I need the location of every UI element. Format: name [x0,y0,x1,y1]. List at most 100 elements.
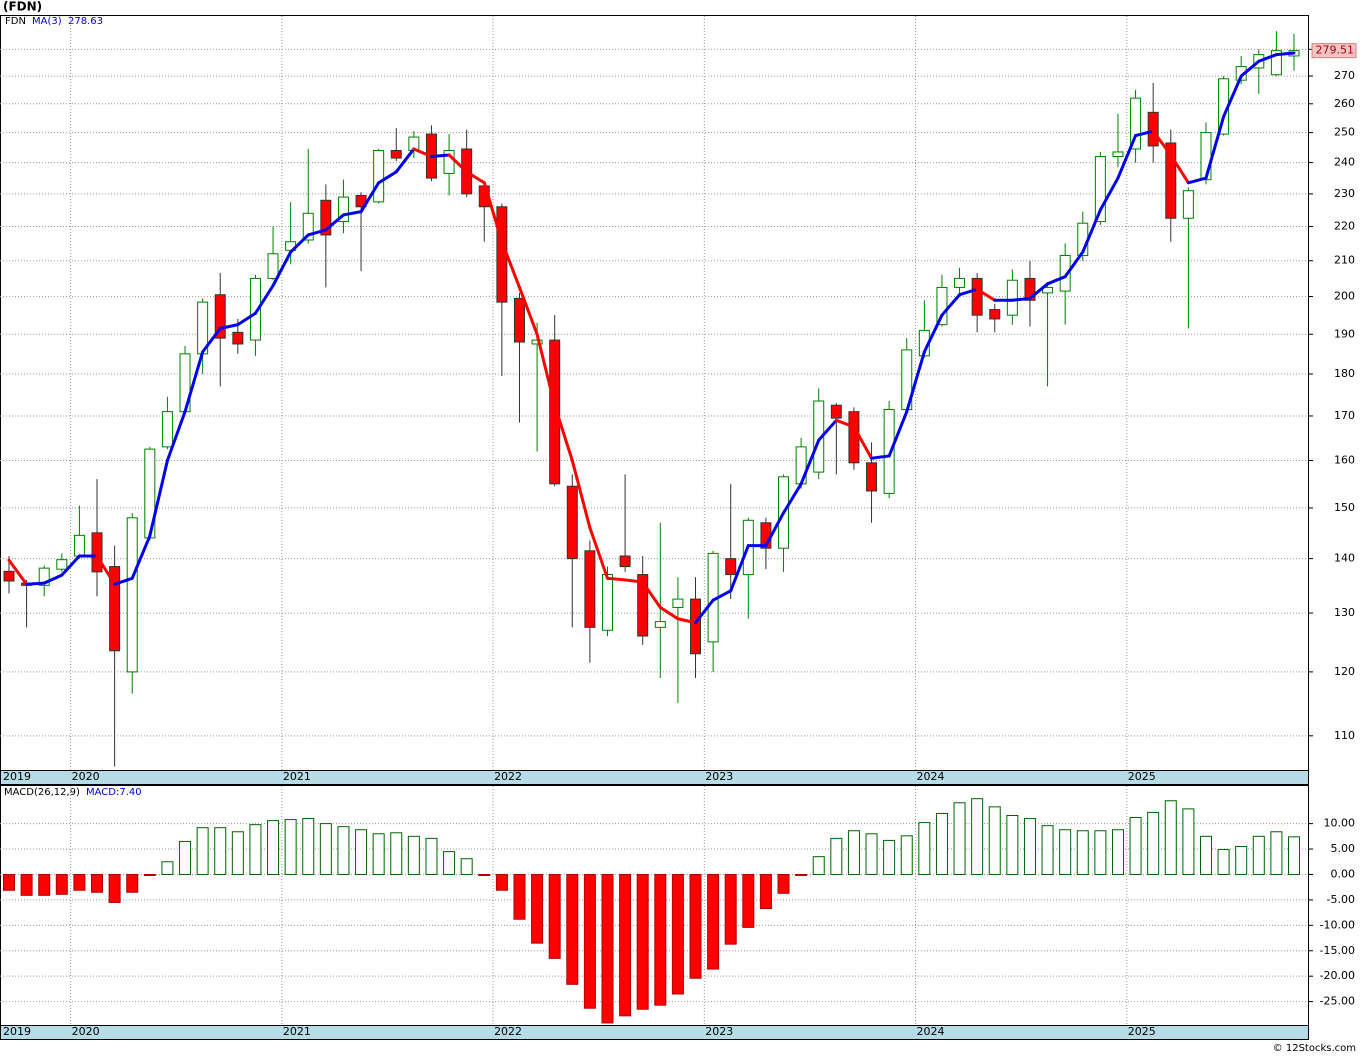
ma-line [711,589,733,602]
ma-line [377,170,398,185]
macd-bar [196,827,209,875]
y-tick-label: -10.00 [1320,918,1355,931]
x-tick-label: 2024 [917,1025,945,1038]
x-tick-label: 2022 [494,770,522,783]
last-price: 279.51 [1316,44,1355,57]
macd-bar [55,873,68,895]
macd-bar [143,873,156,876]
ma-line [658,605,680,621]
macd-bar [1199,835,1212,875]
candle-body [830,404,842,419]
macd-bar [548,873,561,959]
ma-line [799,438,821,486]
y-tick-label: 110 [1334,729,1355,742]
candle-body [320,199,332,236]
macd-bar [231,831,244,875]
candle-body [866,462,878,492]
macd-bar [1270,831,1283,875]
ma-line [289,233,310,254]
candle-body [126,517,138,673]
macd-bar [812,856,825,875]
y-tick-label: 240 [1334,156,1355,169]
ma-line [975,287,997,302]
ma-line [605,576,627,582]
date-strip [0,770,1309,785]
macd-bar [214,827,227,875]
macd-bar [126,873,139,893]
macd-bar [3,873,15,891]
y-tick-label: -20.00 [1320,969,1355,982]
macd-bar [1059,829,1072,875]
ma-line [412,147,433,159]
y-tick-label: 130 [1334,606,1355,619]
ma-line [922,313,944,354]
candle-body [38,567,50,586]
y-tick-label: 170 [1334,409,1355,422]
macd-bar [1252,835,1265,875]
ma-line [1204,115,1226,180]
footer: © 12Stocks.com [1273,1043,1356,1054]
macd-bar [883,839,896,875]
macd-bar [108,873,121,903]
x-tick-label: 2019 [3,770,31,783]
date-strip [0,1025,1309,1040]
macd-bar [583,873,596,1009]
macd-bar [953,802,966,875]
ma-line [553,403,574,463]
macd-bar [619,873,632,1017]
candle-body [1112,151,1124,158]
ma-line [25,581,46,586]
ma-line [95,554,117,586]
macd-bar [1023,818,1036,875]
legend-symbol: FDN [5,16,26,27]
candle-body [601,574,613,631]
macd-bar [390,832,403,875]
ma-line [1222,74,1243,119]
ma-line [887,410,909,458]
candle-body [443,149,455,174]
macd-bar [1164,800,1177,875]
candle-body [848,411,860,464]
candle-body [109,566,121,652]
candle-body [214,294,226,339]
candle-body [584,550,596,628]
macd-bar [742,873,755,928]
macd-bar [759,873,772,910]
macd-bar [847,830,860,875]
ma-line [359,181,381,214]
macd-bar [900,835,913,875]
x-tick-label: 2023 [705,770,733,783]
y-tick-label: 190 [1334,327,1355,340]
ma-line [1257,53,1278,63]
macd-bar [249,824,262,875]
ma-line [676,617,698,625]
macd-bar [707,873,720,970]
candle-body [56,559,68,570]
ma-line [570,459,592,530]
macd-bar [636,873,649,1010]
y-tick-label: -5.00 [1327,893,1355,906]
candle-body [654,621,666,628]
y-tick-label: 180 [1334,367,1355,380]
x-tick-label: 2021 [283,770,311,783]
ma-line [1081,208,1102,254]
macd-value: MACD:7.40 [86,787,142,798]
candle-body [883,409,895,494]
ma-line [1169,153,1190,185]
ma-line [324,213,345,232]
ma-line [201,326,222,354]
candle-body [619,555,631,568]
ma-line [940,293,962,317]
x-tick-label: 2023 [705,1025,733,1038]
y-tick-label: 250 [1334,126,1355,139]
ma-line [236,311,257,327]
ma-line [148,459,169,538]
macd-bar [1094,830,1107,875]
candle-body [232,331,244,345]
macd-bar [601,873,614,1024]
ma-line [183,350,205,414]
macd-bar [1147,811,1160,875]
legend-ma: MA(3) [32,16,62,27]
ma-line [1028,282,1050,300]
